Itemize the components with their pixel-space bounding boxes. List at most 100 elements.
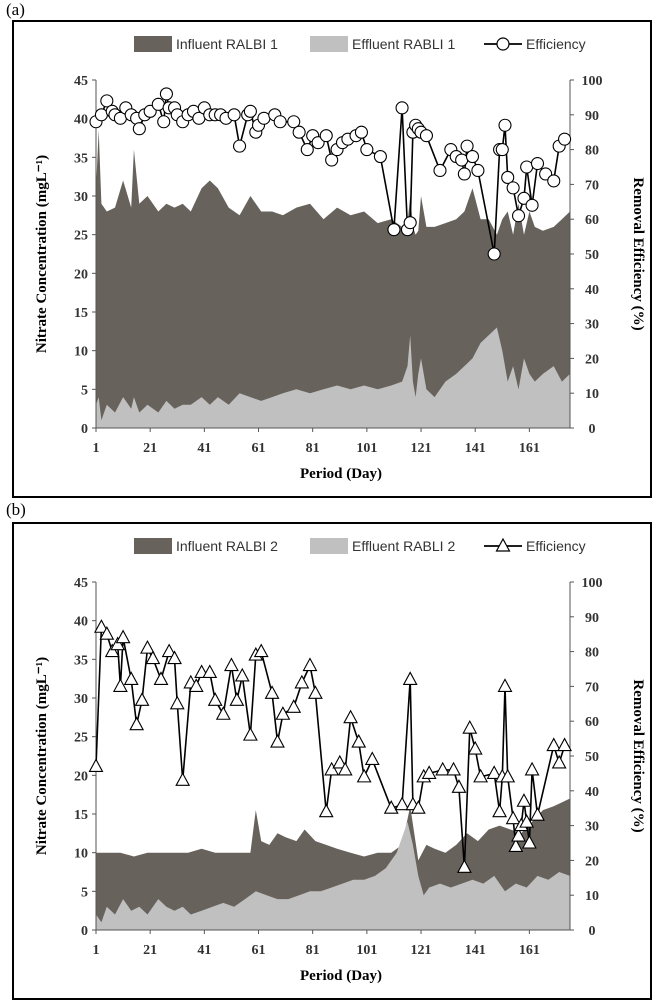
legend-influent-label: Influent RALBI 1 bbox=[176, 36, 278, 52]
efficiency-point bbox=[520, 160, 534, 174]
left-tick-label: 0 bbox=[81, 422, 88, 437]
efficiency-point bbox=[202, 664, 218, 679]
efficiency-point bbox=[264, 685, 280, 699]
panel-a-frame: 0 5 10 15 20 25 30 35 40 45 0 10 20 30 40 50 60 70 80 90 100… bbox=[12, 20, 652, 498]
efficiency-point bbox=[104, 643, 120, 658]
efficiency-point bbox=[508, 838, 524, 853]
x-tick-label: 1 bbox=[93, 943, 100, 958]
efficiency-point bbox=[257, 111, 271, 125]
right-tick-label: 50 bbox=[585, 750, 599, 765]
efficiency-point bbox=[530, 156, 545, 171]
efficiency-point bbox=[410, 800, 426, 814]
efficiency-point bbox=[159, 87, 173, 101]
efficiency-point bbox=[175, 772, 191, 786]
efficiency-point bbox=[229, 692, 245, 706]
efficiency-point bbox=[419, 129, 433, 143]
efficiency-point bbox=[324, 761, 340, 776]
right-axis-title: Removal Efficiency (%) bbox=[630, 679, 646, 832]
right-tick-label: 100 bbox=[582, 74, 603, 89]
right-tick-label: 90 bbox=[585, 109, 599, 124]
right-tick-label: 20 bbox=[585, 854, 599, 869]
efficiency-point bbox=[115, 629, 131, 644]
efficiency-point bbox=[558, 132, 572, 146]
efficiency-point bbox=[243, 104, 257, 118]
efficiency-point bbox=[93, 619, 109, 633]
x-tick-label: 161 bbox=[519, 441, 540, 456]
efficiency-point bbox=[99, 626, 115, 640]
x-tick-label: 101 bbox=[356, 943, 377, 958]
left-axis-title: Nitrate Concentration (mgL⁻¹) bbox=[34, 155, 50, 353]
efficiency-point bbox=[356, 768, 372, 783]
x-tick-label: 1 bbox=[93, 441, 100, 456]
panel-a-label: (a) bbox=[6, 0, 25, 19]
right-tick-label: 40 bbox=[585, 785, 599, 800]
legend-effluent-label: Effluent RABLI 1 bbox=[352, 36, 455, 52]
right-tick-label: 10 bbox=[585, 387, 599, 402]
efficiency-point bbox=[188, 678, 204, 692]
legend-influent-swatch bbox=[134, 36, 172, 52]
efficiency-point bbox=[500, 768, 516, 783]
efficiency-point bbox=[88, 758, 104, 772]
efficiency-point bbox=[501, 170, 515, 184]
efficiency-point bbox=[460, 139, 474, 153]
left-tick-label: 45 bbox=[74, 576, 88, 591]
effluent-area bbox=[96, 821, 570, 930]
efficiency-point bbox=[547, 174, 561, 188]
efficiency-point bbox=[207, 692, 223, 706]
efficiency-point bbox=[467, 740, 483, 755]
efficiency-point bbox=[498, 118, 512, 132]
efficiency-point bbox=[123, 671, 139, 685]
x-tick-label: 41 bbox=[197, 441, 211, 456]
efficiency-point bbox=[421, 765, 437, 779]
x-tick-label: 121 bbox=[411, 943, 432, 958]
legend-influent-swatch bbox=[134, 538, 172, 554]
efficiency-point bbox=[394, 796, 410, 811]
efficiency-point bbox=[505, 810, 521, 825]
right-tick-label: 60 bbox=[585, 213, 599, 228]
efficiency-point bbox=[110, 636, 126, 651]
chart-b: 0 5 10 15 20 25 30 35 40 45 0 10 20 30 40 50 60 70 80 90 100… bbox=[34, 537, 646, 984]
efficiency-point bbox=[511, 209, 526, 223]
efficiency-point bbox=[519, 813, 535, 828]
x-tick-label: 101 bbox=[356, 441, 377, 456]
right-tick-label: 70 bbox=[585, 178, 599, 193]
efficiency-point bbox=[473, 768, 489, 783]
efficiency-point bbox=[360, 143, 374, 157]
efficiency-point bbox=[486, 765, 502, 779]
x-tick-label: 161 bbox=[519, 943, 540, 958]
efficiency-point bbox=[525, 198, 539, 212]
right-tick-label: 20 bbox=[585, 352, 599, 367]
efficiency-point bbox=[332, 754, 348, 769]
right-tick-label: 80 bbox=[585, 144, 599, 159]
efficiency-point bbox=[307, 685, 323, 699]
efficiency-point bbox=[169, 695, 185, 710]
efficiency-point bbox=[292, 125, 306, 139]
efficiency-point bbox=[286, 699, 302, 713]
efficiency-point bbox=[451, 779, 467, 793]
left-tick-label: 35 bbox=[74, 151, 88, 166]
efficiency-point bbox=[129, 716, 145, 731]
left-tick-label: 5 bbox=[81, 885, 88, 900]
left-tick-label: 20 bbox=[74, 267, 88, 282]
x-axis-title: Period (Day) bbox=[300, 466, 382, 482]
efficiency-point bbox=[100, 94, 114, 108]
efficiency-point bbox=[294, 674, 310, 689]
efficiency-point bbox=[227, 108, 241, 122]
efficiency-point bbox=[234, 667, 250, 682]
legend-influent-label: Influent RALBI 2 bbox=[176, 538, 278, 554]
x-tick-label: 141 bbox=[465, 441, 486, 456]
left-tick-label: 10 bbox=[74, 345, 88, 360]
efficiency-point bbox=[354, 125, 368, 139]
efficiency-point bbox=[557, 737, 573, 752]
panel-b-label: (b) bbox=[6, 500, 26, 519]
efficiency-point bbox=[521, 834, 537, 849]
right-tick-label: 90 bbox=[585, 611, 599, 626]
left-tick-label: 30 bbox=[74, 190, 88, 205]
x-tick-label: 141 bbox=[465, 943, 486, 958]
panel-b-frame: 0 5 10 15 20 25 30 35 40 45 0 10 20 30 40 50 60 70 80 90 100… bbox=[12, 522, 652, 1000]
efficiency-point bbox=[318, 803, 334, 818]
legend-effluent-label: Effluent RABLI 2 bbox=[352, 538, 455, 554]
right-tick-label: 10 bbox=[585, 889, 599, 904]
efficiency-point bbox=[112, 678, 128, 692]
efficiency-point bbox=[134, 692, 150, 706]
